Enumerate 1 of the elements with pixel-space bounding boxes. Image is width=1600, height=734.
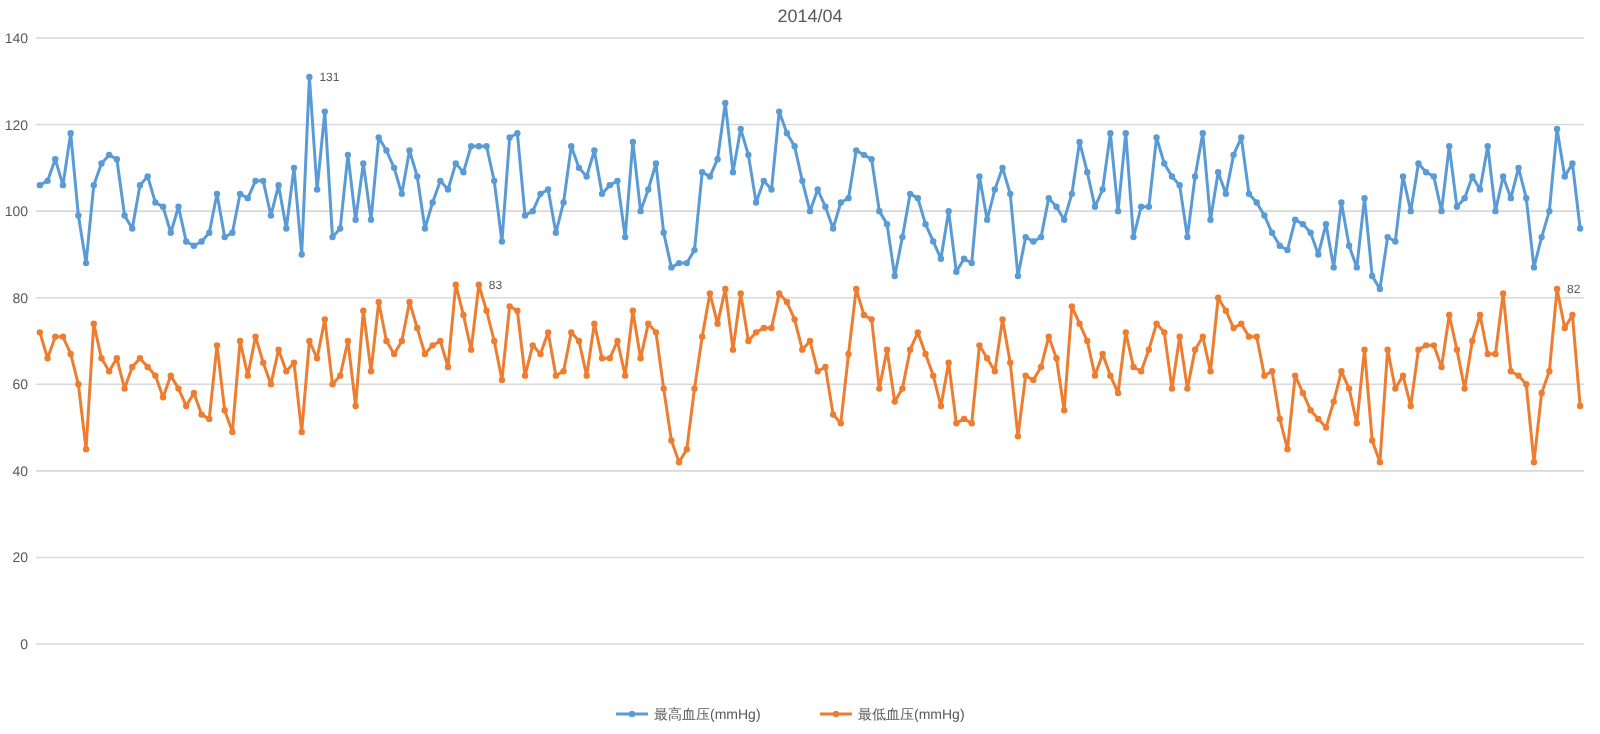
chart-title: 2014/04: [777, 6, 843, 26]
